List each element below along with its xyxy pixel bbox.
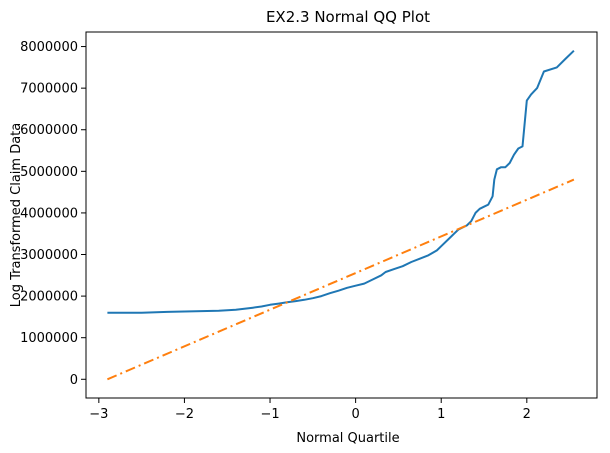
y-tick-label: 1000000	[20, 331, 78, 346]
axis-ticks: −3 −2 −1 0 1 2 0 1000000 2000000 3000000 4000000 50…	[20, 40, 531, 422]
x-tick-label: 2	[523, 407, 531, 422]
x-tick-label: −1	[260, 407, 279, 422]
y-tick-label: 4000000	[20, 206, 78, 221]
axes-frame	[85, 31, 598, 399]
y-tick-label: 8000000	[20, 40, 78, 55]
y-tick-label: 6000000	[20, 123, 78, 138]
x-tick-label: 1	[437, 407, 445, 422]
series-line-2	[107, 178, 575, 381]
x-tick-label: −3	[89, 407, 108, 422]
y-tick-label: 0	[70, 373, 78, 388]
chart-title: EX2.3 Normal QQ Plot	[266, 8, 430, 26]
x-tick-label: 0	[351, 407, 359, 422]
plot-area	[107, 49, 575, 381]
y-tick-label: 5000000	[20, 165, 78, 180]
y-axis-title: Log Transformed Claim Data	[9, 123, 24, 308]
y-tick-label: 2000000	[20, 290, 78, 305]
x-tick-label: −2	[175, 407, 194, 422]
y-tick-label: 7000000	[20, 82, 78, 97]
series-line-1	[107, 49, 575, 314]
y-tick-label: 3000000	[20, 248, 78, 263]
x-axis-title: Normal Quartile	[296, 431, 399, 446]
